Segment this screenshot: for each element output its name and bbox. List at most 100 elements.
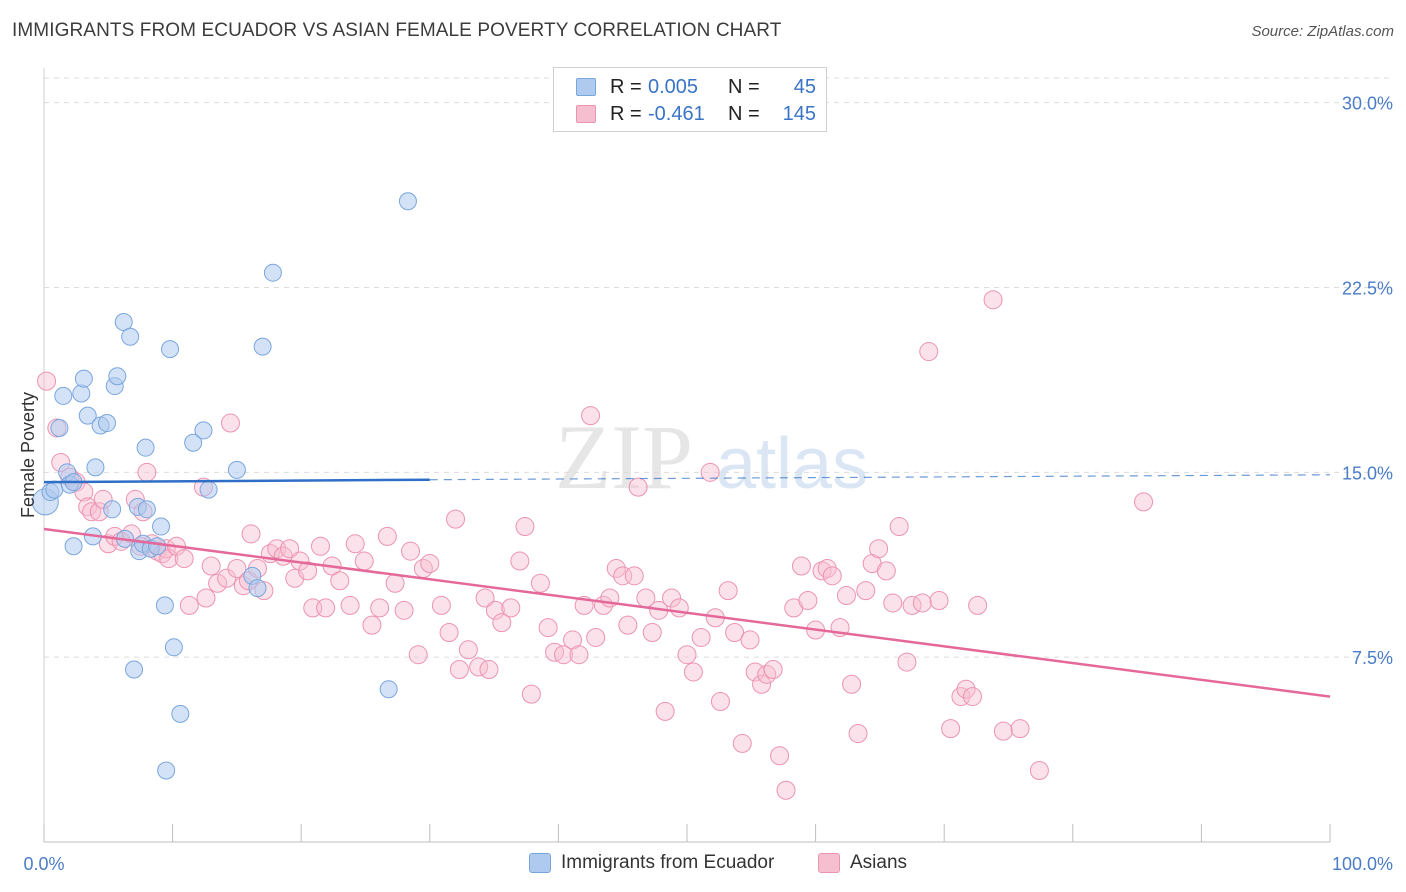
legend-r-label: R = <box>610 102 642 125</box>
ecuador-point <box>199 480 218 499</box>
legend-row-asians: R = -0.461 N = 145 <box>576 102 816 126</box>
asians-point <box>354 551 374 571</box>
asians-point <box>856 581 876 601</box>
asians-point <box>449 659 469 679</box>
trend-layer <box>43 474 1331 698</box>
ecuador-point <box>171 704 190 723</box>
ecuador-point <box>248 579 267 598</box>
asians-point <box>718 581 738 601</box>
asians-point <box>757 664 777 684</box>
legend-n-value: 45 <box>793 75 816 98</box>
asians-point <box>439 623 459 643</box>
asians-point <box>655 701 675 721</box>
legend-swatch-pink <box>576 105 596 123</box>
ecuador-point <box>161 340 180 359</box>
asians-point <box>492 613 512 633</box>
asians-point <box>897 652 917 672</box>
asians-point <box>848 724 868 744</box>
ecuador-point <box>50 418 69 437</box>
legend-swatch-blue <box>576 78 596 96</box>
asians-point <box>791 556 811 576</box>
asians-point <box>763 659 783 679</box>
asians-point <box>554 645 574 665</box>
source-credit: Source: ZipAtlas.com <box>1251 23 1394 40</box>
asians-point <box>941 719 961 739</box>
asians-point <box>1010 719 1030 739</box>
ecuador-point <box>74 369 93 388</box>
asians-point <box>458 640 478 660</box>
y-tick-label: 15.0% <box>1342 463 1393 483</box>
ecuador-point <box>86 458 105 477</box>
ecuador-point <box>152 517 171 536</box>
asians-point <box>241 524 261 544</box>
asians-point <box>420 554 440 574</box>
bottom-legend-label-asians: Asians <box>850 852 908 873</box>
asians-point <box>812 561 832 581</box>
asians-point <box>538 618 558 638</box>
asians-point <box>962 687 982 707</box>
asians-point <box>1029 761 1049 781</box>
asians-point <box>740 630 760 650</box>
asians-point <box>340 595 360 615</box>
asians-point <box>822 566 842 586</box>
asians-point <box>912 593 932 613</box>
asians-point <box>485 600 505 620</box>
legend-n-label: N = <box>728 75 760 98</box>
asians-point <box>475 588 495 608</box>
ecuador-point <box>157 761 176 780</box>
asians-point <box>446 509 466 529</box>
legend-row-ecuador: R = 0.005 N = 45 <box>576 75 816 99</box>
asians-point <box>298 561 318 581</box>
asians-point <box>227 558 247 578</box>
asians-point <box>159 549 179 569</box>
asians-trend-line <box>43 527 1331 698</box>
bottom-legend-asians: Asians <box>818 852 907 874</box>
ecuador-point <box>263 263 282 282</box>
tick-layer: 7.5% 15.0% 22.5% 30.0% 0.0% 100.0% <box>23 94 1393 874</box>
asians-point <box>377 526 397 546</box>
asians-point <box>394 600 414 620</box>
y-tick-label: 30.0% <box>1342 94 1393 114</box>
asians-point <box>174 549 194 569</box>
ecuador-point <box>121 327 140 346</box>
legend-r-label: R = <box>610 75 642 98</box>
ecuador-point <box>64 537 83 556</box>
watermark-atlas: atlas <box>716 424 868 504</box>
asians-point <box>510 551 530 571</box>
ecuador-point <box>78 406 97 425</box>
asians-point <box>208 573 228 593</box>
asians-point <box>776 780 796 800</box>
y-tick-label: 22.5% <box>1342 278 1393 298</box>
asians-point <box>280 539 300 559</box>
asians-point <box>669 598 689 618</box>
asians-point <box>217 568 237 588</box>
asians-point <box>370 598 390 618</box>
asians-points <box>37 290 1154 800</box>
asians-point <box>431 595 451 615</box>
asians-point <box>983 290 1003 310</box>
axis-layer <box>43 68 1331 843</box>
asians-point <box>677 645 697 665</box>
asians-point <box>401 541 421 561</box>
asians-point <box>691 627 711 647</box>
asians-point <box>37 371 57 391</box>
ecuador-point <box>72 384 91 403</box>
ecuador-point <box>98 414 117 433</box>
asians-point <box>956 679 976 699</box>
asians-point <box>385 573 405 593</box>
asians-point <box>515 517 535 537</box>
asians-point <box>479 659 499 679</box>
asians-point <box>876 561 896 581</box>
bottom-swatch-blue <box>529 853 551 873</box>
asians-point <box>993 721 1013 741</box>
ecuador-point <box>194 421 213 440</box>
legend-n-value: 145 <box>782 102 816 125</box>
asians-point <box>179 595 199 615</box>
asians-point <box>770 746 790 766</box>
asians-point <box>345 534 365 554</box>
ecuador-point <box>398 192 417 211</box>
asians-point <box>883 593 903 613</box>
ecuador-point <box>125 660 144 679</box>
ecuador-point <box>137 500 156 519</box>
